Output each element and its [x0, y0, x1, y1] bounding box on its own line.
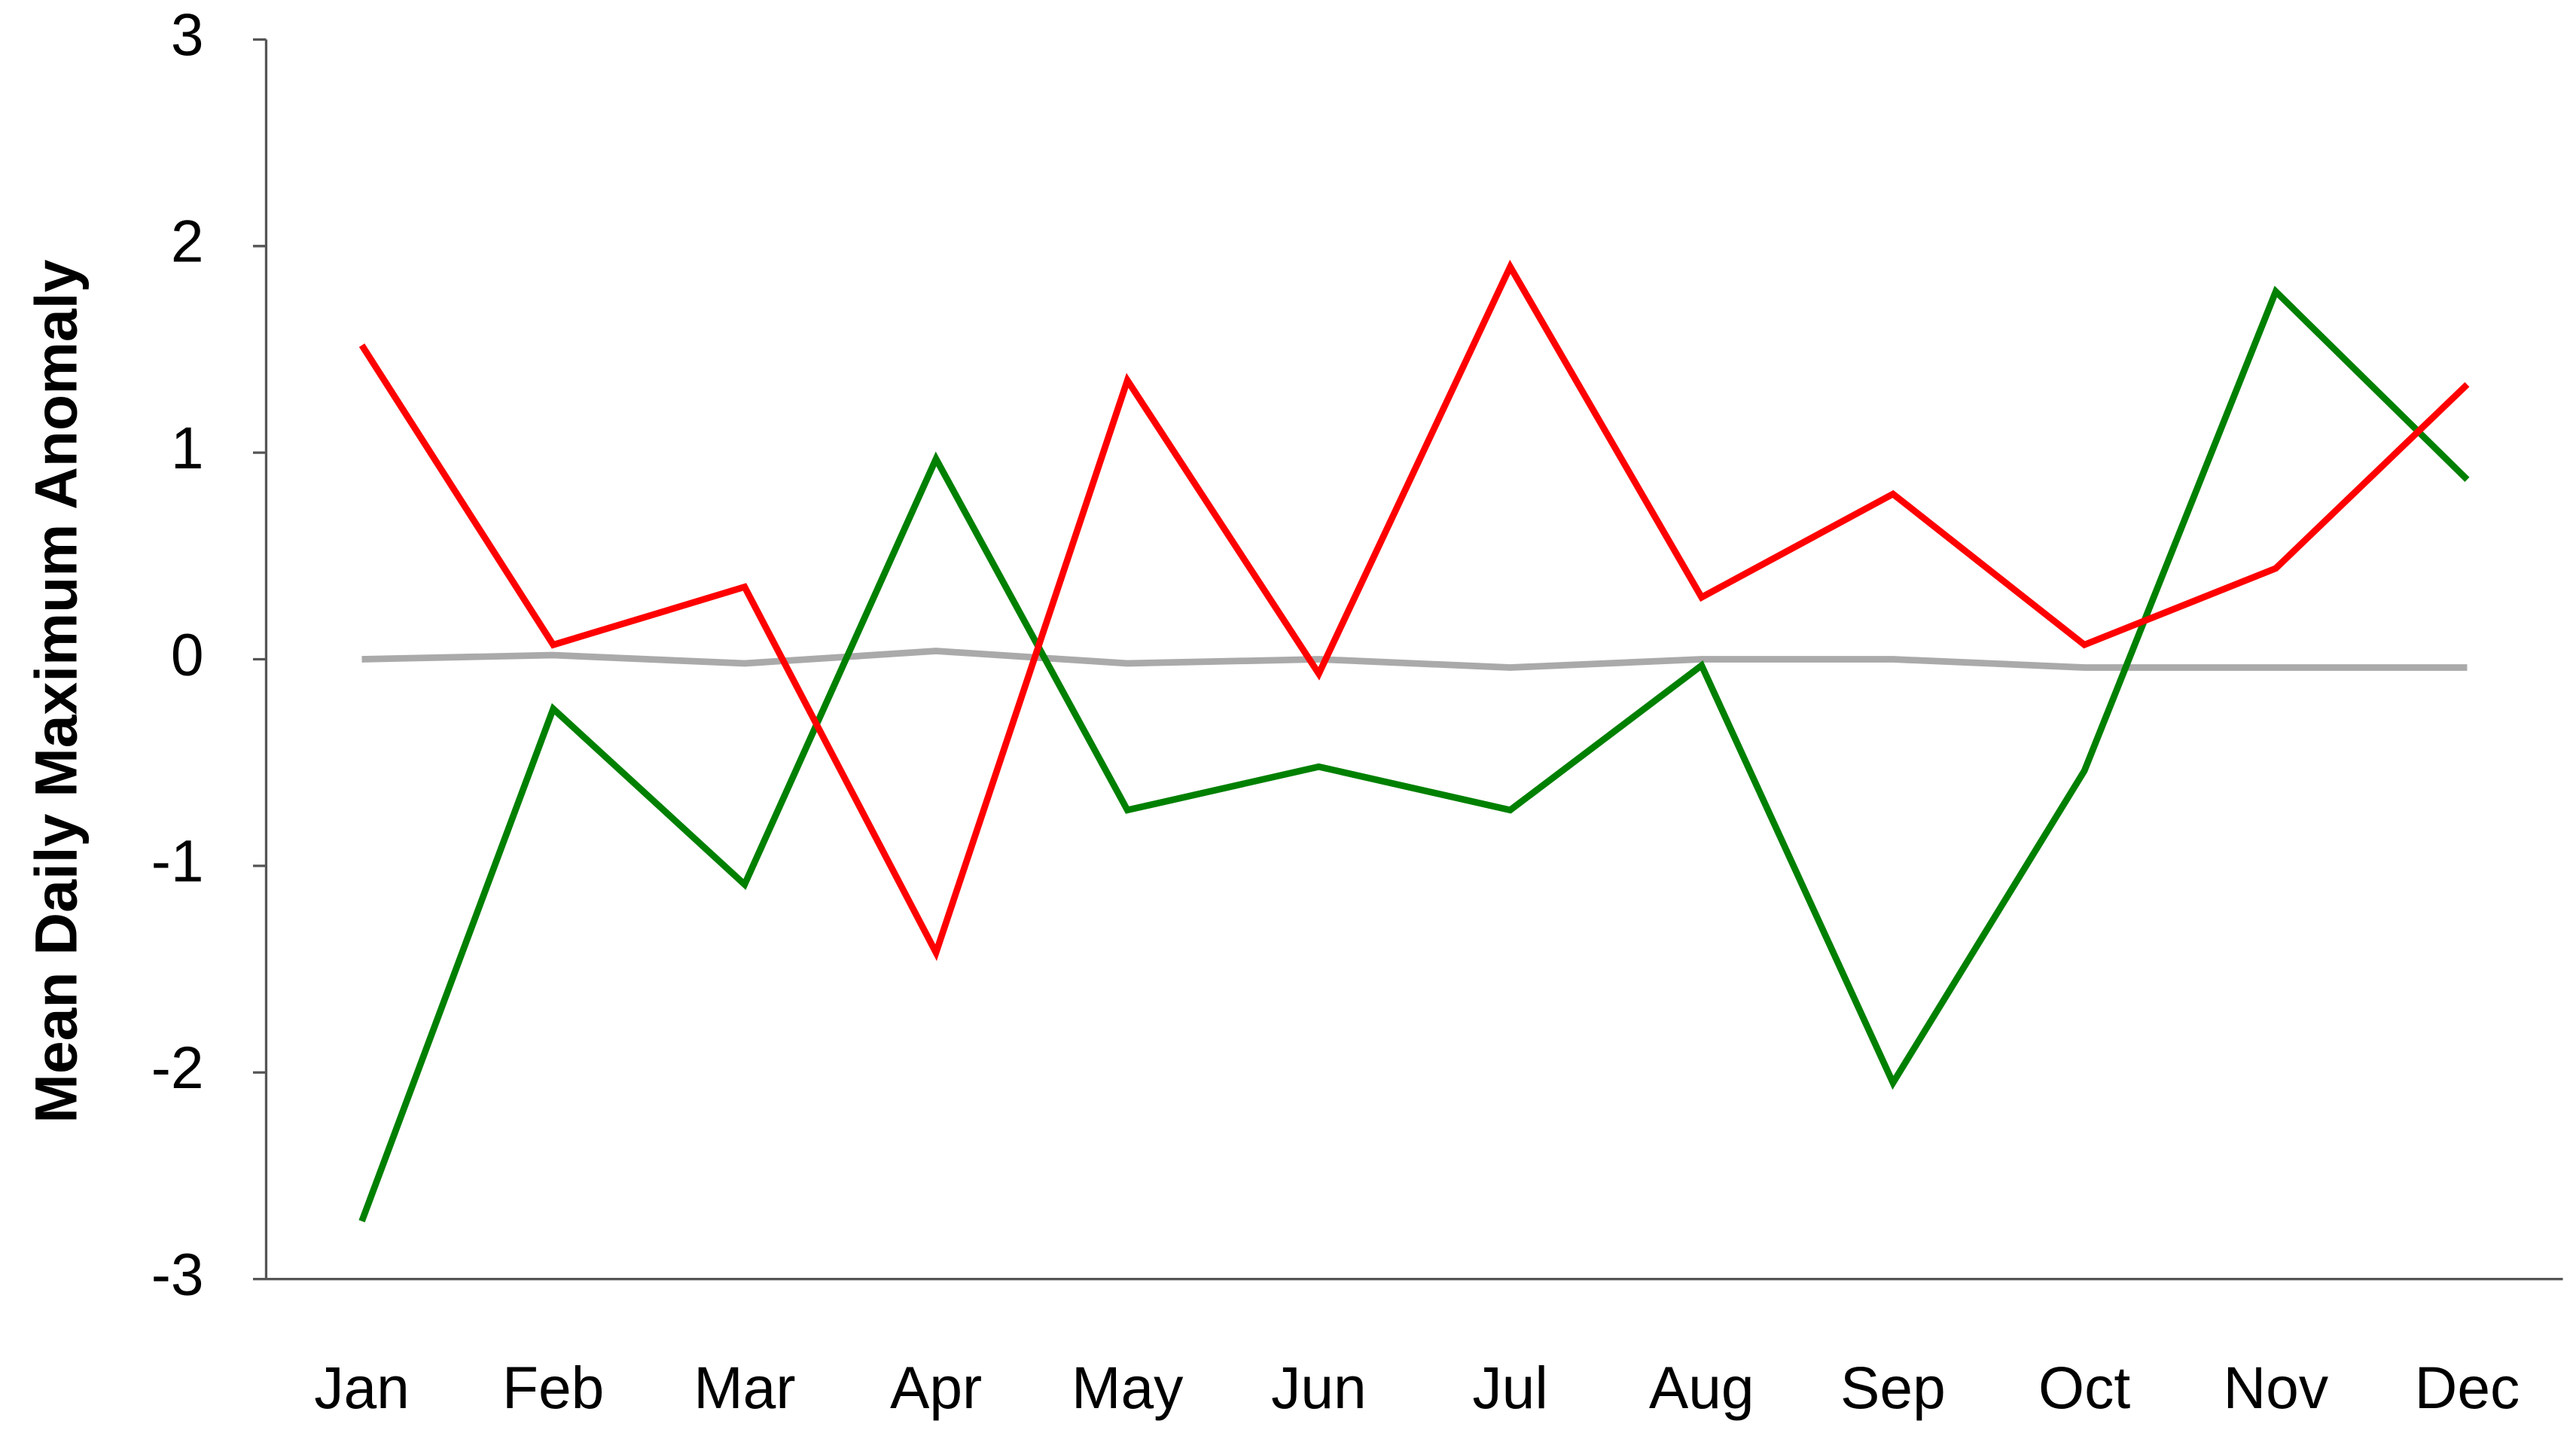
y-tick-label: 1: [171, 415, 204, 481]
x-tick-label: Oct: [2038, 1355, 2130, 1421]
x-tick-label: Dec: [2415, 1355, 2520, 1421]
y-tick-label: 3: [171, 2, 204, 68]
y-tick-label: -3: [151, 1241, 204, 1307]
y-tick-label: 2: [171, 209, 204, 275]
x-tick-label: Apr: [890, 1355, 982, 1421]
x-tick-label: Feb: [502, 1355, 604, 1421]
series-line: [361, 648, 2468, 671]
x-tick-label: Jun: [1271, 1355, 1367, 1421]
x-tick-label: Nov: [2223, 1355, 2328, 1421]
x-tick-label: Jan: [314, 1355, 410, 1421]
series-line: [358, 259, 2470, 962]
x-tick-label: May: [1072, 1355, 1184, 1421]
x-tick-label: Aug: [1649, 1355, 1754, 1421]
x-tick-label: Jul: [1472, 1355, 1547, 1421]
y-tick-label: -1: [151, 828, 204, 895]
y-axis-label: Mean Daily Maximum Anomaly: [23, 259, 90, 1123]
y-tick-label: -2: [151, 1035, 204, 1101]
series-line: [358, 285, 2470, 1223]
x-tick-label: Sep: [1840, 1355, 1946, 1421]
y-tick-label: 0: [171, 621, 204, 687]
x-tick-label: Mar: [694, 1355, 795, 1421]
